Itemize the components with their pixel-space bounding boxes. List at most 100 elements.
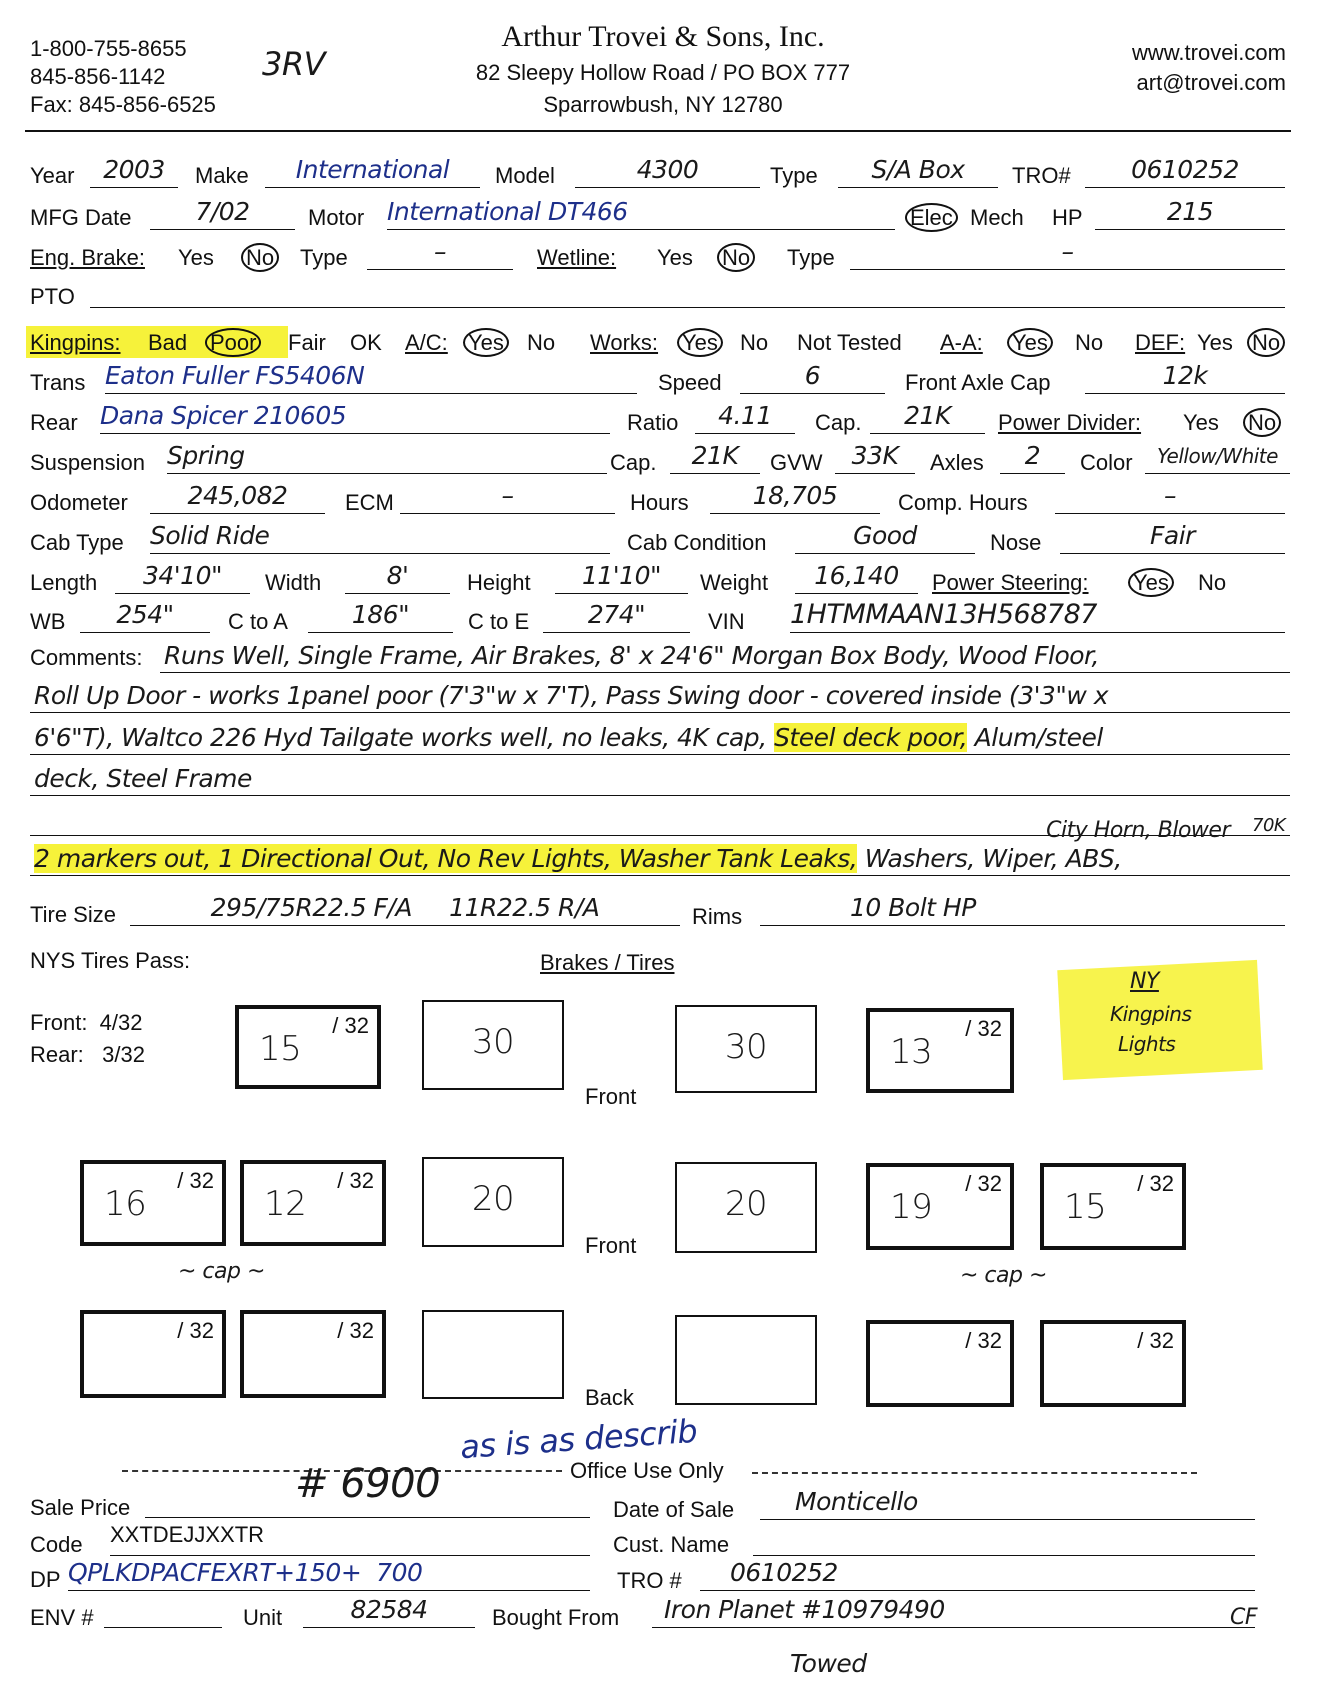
power-steering-yes[interactable]: Yes [1128,568,1174,597]
comments-line-5[interactable]: City Horn, Blower [30,796,1290,843]
wb-field[interactable]: 254" [80,601,210,633]
c-to-a-field[interactable]: 186" [308,601,453,633]
length-field[interactable]: 34'10" [115,562,250,594]
wetline-no[interactable]: No [717,243,756,272]
suspension-cap-value: 21K [691,441,739,470]
tire-box-r1-left-outer[interactable]: / 32 16 [80,1160,226,1246]
tread-value: 15 [259,1029,302,1069]
power-divider-yes[interactable]: Yes [1183,410,1219,435]
axles-field[interactable]: 2 [1000,442,1065,474]
suspension-field[interactable]: Spring [167,442,607,474]
tire-box-r2-left-inner[interactable]: / 32 [240,1310,386,1398]
gvw-field[interactable]: 33K [835,442,915,474]
tire-size-field[interactable]: 295/75R22.5 F/A 11R22.5 R/A [130,894,680,926]
office-tro-field[interactable]: 0610252 [700,1559,1255,1591]
comments-line-6[interactable]: 2 markers out, 1 Directional Out, No Rev… [30,836,1290,876]
unit-field[interactable]: 82584 [303,1596,475,1628]
code-field[interactable]: XXTDEJJXXTR [110,1522,590,1556]
front-axle-cap-field[interactable]: 12k [1085,362,1285,394]
model-field[interactable]: 4300 [575,156,760,188]
ac-no[interactable]: No [527,330,556,355]
tire-box-r1-left-inner[interactable]: / 32 12 [240,1160,386,1246]
env-field[interactable] [104,1600,222,1628]
power-steering-no[interactable]: No [1198,570,1227,595]
rims-field[interactable]: 10 Bolt HP [760,894,1285,926]
tire-box-r2-right-inner[interactable]: / 32 [866,1320,1014,1407]
weight-field[interactable]: 16,140 [795,562,918,594]
wetline-yes[interactable]: Yes [657,245,693,270]
comments-line-4[interactable]: deck, Steel Frame [30,756,1290,796]
bought-from-field[interactable]: Iron Planet #10979490 [652,1596,1255,1628]
hp-field[interactable]: 215 [1095,198,1285,230]
wetline-type-field[interactable]: – [850,238,1285,270]
kingpins-fair[interactable]: Fair [288,330,326,355]
speed-field[interactable]: 6 [740,362,885,394]
brake-box-r1-right[interactable]: 20 [675,1162,817,1253]
rear-cap-field[interactable]: 21K [870,402,985,434]
c-to-e-field[interactable]: 274" [543,601,690,633]
kingpins-poor[interactable]: Poor [205,328,262,357]
def-yes[interactable]: Yes [1197,330,1233,355]
mfg-date-field[interactable]: 7/02 [150,198,295,230]
aa-yes[interactable]: Yes [1007,328,1053,357]
odometer-field[interactable]: 245,082 [150,482,325,514]
brake-box-front-right[interactable]: 30 [675,1005,817,1093]
comments-line-1[interactable]: Runs Well, Single Frame, Air Brakes, 8' … [160,633,1290,673]
color-value: Yellow/White [1157,444,1278,468]
dp-field[interactable]: QPLKDPACFEXRT+150+ 700 [68,1559,590,1591]
mech-option[interactable]: Mech [970,205,1024,230]
motor-field[interactable]: International DT466 [387,198,895,230]
eng-brake-yes[interactable]: Yes [178,245,214,270]
eng-brake-type-field[interactable]: – [367,238,513,270]
height-field[interactable]: 11'10" [555,562,688,594]
kingpins-ok[interactable]: OK [350,330,382,355]
works-yes[interactable]: Yes [677,328,723,357]
cust-name-field[interactable] [753,1528,1255,1556]
aa-no[interactable]: No [1075,330,1104,355]
hours-field[interactable]: 18,705 [710,482,880,514]
tro-field[interactable]: 0610252 [1085,156,1285,188]
brake-box-r2-left[interactable] [422,1310,564,1399]
comments-line-3[interactable]: 6'6"T), Waltco 226 Hyd Tailgate works we… [30,715,1290,755]
cab-type-field[interactable]: Solid Ride [150,522,610,554]
works-not-tested[interactable]: Not Tested [797,330,902,355]
brake-box-r2-right[interactable] [675,1315,817,1405]
tire-box-r1-right-outer[interactable]: / 32 15 [1040,1163,1186,1250]
works-no[interactable]: No [740,330,769,355]
brake-box-front-left[interactable]: 30 [422,1000,564,1090]
ac-yes[interactable]: Yes [463,328,509,357]
eng-brake-no[interactable]: No [241,243,280,272]
brake-box-r1-left[interactable]: 20 [422,1157,564,1247]
vin-field[interactable]: 1HTMMAAN13H568787 [790,601,1285,633]
tire-box-front-right-outer[interactable]: / 32 13 [866,1008,1014,1093]
cust-name-label: Cust. Name [613,1532,730,1557]
tire-box-front-left-outer[interactable]: / 32 15 [235,1005,381,1089]
def-no[interactable]: No [1247,328,1286,357]
color-field[interactable]: Yellow/White [1145,444,1290,474]
ratio-label: Ratio [627,410,679,435]
ratio-field[interactable]: 4.11 [695,402,795,434]
sale-price-field[interactable]: # 6900 [145,1464,590,1518]
nose-field[interactable]: Fair [1060,522,1285,554]
suspension-cap-field[interactable]: 21K [670,442,760,474]
make-field[interactable]: International [265,156,480,188]
elec-option[interactable]: Elec [905,203,958,232]
kingpins-bad[interactable]: Bad [148,330,188,355]
ecm-field[interactable]: – [400,482,615,514]
pto-field[interactable] [90,280,1285,308]
tire-box-r1-right-inner[interactable]: / 32 19 [866,1163,1014,1250]
date-of-sale-field[interactable]: Monticello [760,1488,1255,1520]
comp-hours-field[interactable]: – [1055,482,1285,514]
website: www.trovei.com [1131,40,1286,65]
width-field[interactable]: 8' [345,562,450,594]
rear-field[interactable]: Dana Spicer 210605 [100,402,610,434]
year-field[interactable]: 2003 [90,156,178,188]
type-field[interactable]: S/A Box [838,156,998,188]
comments-line-2[interactable]: Roll Up Door - works 1panel poor (7'3"w … [30,673,1290,713]
power-divider-no[interactable]: No [1243,408,1282,437]
tire-box-r2-left-outer[interactable]: / 32 [80,1310,226,1398]
rims-label: Rims [692,904,743,929]
trans-field[interactable]: Eaton Fuller FS5406N [105,362,637,394]
tire-box-r2-right-outer[interactable]: / 32 [1040,1320,1186,1407]
cab-condition-field[interactable]: Good [795,522,975,554]
